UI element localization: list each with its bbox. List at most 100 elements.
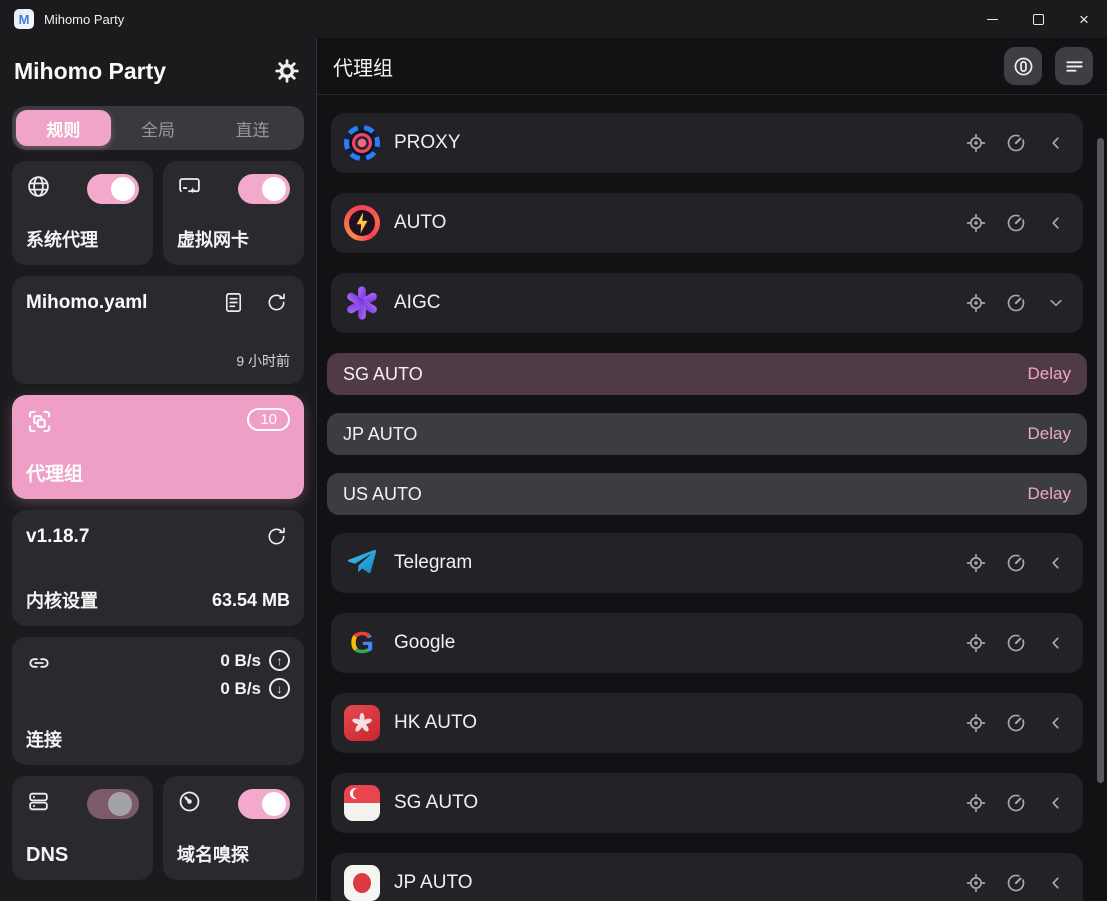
proxy-node-name: JP AUTO — [343, 423, 418, 444]
gear-icon — [275, 59, 299, 83]
system-proxy-card[interactable]: 系统代理 — [12, 161, 153, 265]
delay-test-label[interactable]: Delay — [1027, 484, 1071, 503]
proxy-group-row-aigc[interactable]: AIGC — [331, 273, 1083, 333]
proxy-group-row-proxy[interactable]: PROXY — [331, 113, 1083, 173]
circled-zero-icon — [1014, 57, 1032, 75]
core-settings-card[interactable]: v1.18.7 内核设置 63.54 MB — [12, 510, 304, 626]
sniffer-toggle[interactable] — [238, 789, 290, 819]
proxy-node-name: SG AUTO — [343, 363, 423, 384]
lightning-bolt-icon — [344, 205, 380, 241]
locate-icon — [966, 553, 986, 573]
sniffer-card[interactable]: 域名嗅探 — [163, 776, 304, 880]
locate-node-button[interactable] — [963, 870, 989, 896]
profile-card[interactable]: Mihomo.yaml 9 — [12, 276, 304, 384]
delay-test-button[interactable] — [1003, 210, 1029, 236]
app-title: Mihomo Party — [14, 57, 167, 84]
proxy-group-name: Telegram — [394, 552, 473, 573]
proxy-node-row-us-auto[interactable]: US AUTO Delay — [327, 473, 1087, 515]
locate-node-button[interactable] — [963, 550, 989, 576]
outbound-mode-tabs: 规则 全局 直连 — [12, 106, 304, 150]
core-version: v1.18.7 — [26, 525, 90, 547]
locate-icon — [966, 713, 986, 733]
expand-chevron-button[interactable] — [1043, 210, 1069, 236]
proxy-group-row-telegram[interactable]: Telegram — [331, 533, 1083, 593]
delay-test-label[interactable]: Delay — [1027, 424, 1071, 443]
settings-button[interactable] — [272, 56, 302, 86]
expand-chevron-button[interactable] — [1043, 870, 1069, 896]
proxy-group-name: Google — [394, 632, 456, 653]
minimize-button[interactable] — [969, 0, 1015, 38]
maximize-button[interactable] — [1015, 0, 1061, 38]
dns-card[interactable]: DNS — [12, 776, 153, 880]
edit-profile-button[interactable] — [220, 289, 247, 316]
scrollbar-thumb[interactable] — [1097, 138, 1104, 783]
tab-rule-mode[interactable]: 规则 — [16, 110, 111, 146]
expand-chevron-button[interactable] — [1043, 550, 1069, 576]
delay-test-button[interactable] — [1003, 790, 1029, 816]
sniffer-compass-icon — [179, 791, 200, 812]
expand-chevron-button[interactable] — [1043, 790, 1069, 816]
proxy-group-row-sg-auto[interactable]: SG AUTO — [331, 773, 1083, 833]
proxy-group-row-auto[interactable]: AUTO — [331, 193, 1083, 253]
app-logo-icon: M — [14, 9, 34, 29]
tab-direct-mode[interactable]: 直连 — [235, 120, 270, 140]
expand-chevron-button[interactable] — [1043, 130, 1069, 156]
speedometer-icon — [1007, 633, 1026, 652]
proxy-node-row-sg-auto[interactable]: SG AUTO Delay — [327, 353, 1087, 395]
delay-test-button[interactable] — [1003, 710, 1029, 736]
network-adapter-icon — [179, 178, 200, 194]
proxy-group-row-google[interactable]: G Google — [331, 613, 1083, 673]
locate-node-button[interactable] — [963, 630, 989, 656]
restart-core-button[interactable] — [263, 523, 290, 550]
dns-toggle[interactable] — [87, 789, 139, 819]
connections-card[interactable]: 0 B/s ↑ 0 B/s ↓ 连接 — [12, 637, 304, 765]
delay-test-button[interactable] — [1003, 550, 1029, 576]
core-memory-usage: 63.54 MB — [211, 589, 290, 610]
speedometer-icon — [1007, 293, 1026, 312]
expand-chevron-button[interactable] — [1043, 630, 1069, 656]
delay-test-label[interactable]: Delay — [1027, 364, 1071, 383]
locate-node-button[interactable] — [963, 710, 989, 736]
proxy-group-name: SG AUTO — [394, 792, 479, 813]
dns-label: DNS — [26, 844, 69, 866]
expand-chevron-button[interactable] — [1043, 290, 1069, 316]
pause-delay-button[interactable] — [1004, 47, 1042, 85]
locate-icon — [966, 873, 986, 893]
delay-test-button[interactable] — [1003, 290, 1029, 316]
delay-test-button[interactable] — [1003, 130, 1029, 156]
expand-chevron-button[interactable] — [1043, 710, 1069, 736]
tab-global-mode[interactable]: 全局 — [141, 120, 175, 140]
proxy-group-list: PROXY AUTO — [317, 95, 1107, 901]
system-proxy-toggle[interactable] — [87, 174, 139, 204]
proxy-group-name: AIGC — [394, 292, 441, 313]
profile-name: Mihomo.yaml — [26, 291, 148, 313]
sidebar-item-proxy-groups[interactable]: 10 代理组 — [12, 395, 304, 499]
locate-node-button[interactable] — [963, 130, 989, 156]
close-button[interactable]: × — [1061, 0, 1107, 38]
download-speed: 0 B/s — [220, 678, 261, 698]
locate-node-button[interactable] — [963, 210, 989, 236]
chevron-down-icon — [1050, 299, 1062, 307]
locate-node-button[interactable] — [963, 290, 989, 316]
speedometer-icon — [1007, 213, 1026, 232]
tun-card[interactable]: 虚拟网卡 — [163, 161, 304, 265]
update-profile-button[interactable] — [263, 289, 290, 316]
locate-icon — [966, 213, 986, 233]
proxy-group-row-hk-auto[interactable]: HK AUTO — [331, 693, 1083, 753]
locate-node-button[interactable] — [963, 790, 989, 816]
delay-test-button[interactable] — [1003, 630, 1029, 656]
delay-test-button[interactable] — [1003, 870, 1029, 896]
list-style-button[interactable] — [1055, 47, 1093, 85]
proxy-group-name: AUTO — [394, 212, 447, 233]
tun-toggle[interactable] — [238, 174, 290, 204]
connections-label: 连接 — [26, 730, 62, 750]
telegram-icon — [347, 549, 377, 574]
proxy-group-row-jp-auto[interactable]: JP AUTO — [331, 853, 1083, 901]
profile-updated-time: 9 小时前 — [236, 353, 290, 369]
proxy-groups-icon — [28, 410, 51, 433]
server-icon — [29, 792, 48, 811]
globe-icon — [28, 176, 49, 197]
tun-label: 虚拟网卡 — [177, 230, 249, 250]
proxy-node-row-jp-auto[interactable]: JP AUTO Delay — [327, 413, 1087, 455]
chevron-left-icon — [1052, 637, 1059, 649]
